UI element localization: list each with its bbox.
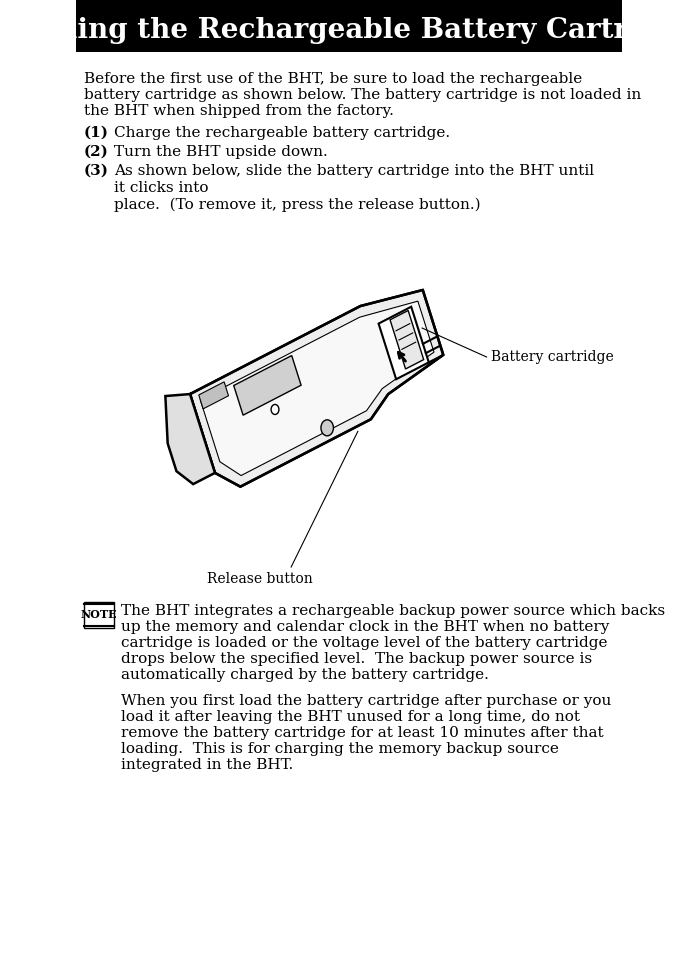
Text: (2): (2)	[84, 145, 109, 159]
Text: automatically charged by the battery cartridge.: automatically charged by the battery car…	[121, 668, 489, 682]
Text: Release button: Release button	[207, 572, 313, 586]
Polygon shape	[390, 310, 424, 369]
Text: battery cartridge as shown below. The battery cartridge is not loaded in: battery cartridge as shown below. The ba…	[84, 88, 641, 102]
Text: Charge the rechargeable battery cartridge.: Charge the rechargeable battery cartridg…	[114, 126, 450, 140]
Text: it clicks into: it clicks into	[114, 181, 208, 195]
Text: up the memory and calendar clock in the BHT when no battery: up the memory and calendar clock in the …	[121, 620, 610, 634]
Text: drops below the specified level.  The backup power source is: drops below the specified level. The bac…	[121, 652, 593, 666]
Text: cartridge is loaded or the voltage level of the battery cartridge: cartridge is loaded or the voltage level…	[121, 636, 608, 650]
Text: (1): (1)	[84, 126, 109, 140]
Text: Before the first use of the BHT, be sure to load the rechargeable: Before the first use of the BHT, be sure…	[84, 72, 582, 86]
Text: NOTE: NOTE	[80, 609, 117, 621]
Text: Battery cartridge: Battery cartridge	[491, 350, 614, 364]
Polygon shape	[190, 290, 443, 486]
Text: (3): (3)	[84, 164, 109, 178]
FancyBboxPatch shape	[76, 0, 622, 52]
Polygon shape	[165, 394, 215, 485]
Circle shape	[321, 419, 334, 436]
Text: the BHT when shipped from the factory.: the BHT when shipped from the factory.	[84, 104, 394, 118]
Polygon shape	[200, 301, 434, 476]
Text: Turn the BHT upside down.: Turn the BHT upside down.	[114, 145, 327, 159]
Text: load it after leaving the BHT unused for a long time, do not: load it after leaving the BHT unused for…	[121, 710, 581, 724]
Text: integrated in the BHT.: integrated in the BHT.	[121, 758, 294, 772]
Polygon shape	[199, 381, 228, 409]
Text: Loading the Rechargeable Battery Cartridge: Loading the Rechargeable Battery Cartrid…	[2, 17, 696, 44]
Text: remove the battery cartridge for at least 10 minutes after that: remove the battery cartridge for at leas…	[121, 726, 604, 740]
Text: When you first load the battery cartridge after purchase or you: When you first load the battery cartridg…	[121, 694, 612, 708]
Circle shape	[271, 405, 279, 414]
Text: place.  (To remove it, press the release button.): place. (To remove it, press the release …	[114, 198, 480, 212]
Text: The BHT integrates a rechargeable backup power source which backs: The BHT integrates a rechargeable backup…	[121, 604, 666, 618]
FancyBboxPatch shape	[84, 602, 114, 628]
Text: loading.  This is for charging the memory backup source: loading. This is for charging the memory…	[121, 742, 559, 756]
Polygon shape	[234, 355, 301, 415]
Polygon shape	[378, 306, 429, 379]
Text: As shown below, slide the battery cartridge into the BHT until: As shown below, slide the battery cartri…	[114, 164, 594, 178]
